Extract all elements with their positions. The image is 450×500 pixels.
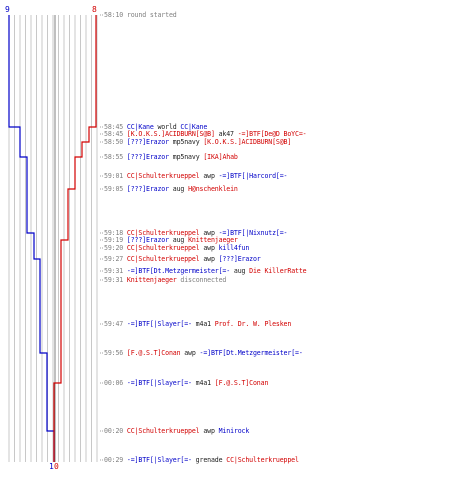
event-player: Minirock [218, 427, 250, 435]
event-row: 58:50 [???]Erazor mp5navy [K.O.K.S.]ACID… [104, 138, 291, 146]
event-note: round started [126, 11, 177, 19]
event-player: CC|Schulterkrueppel [126, 172, 200, 180]
event-row: 59:31 -=]BTF[Dt.Metzgermeister[=- aug Di… [104, 267, 307, 275]
event-player: [???]Erazor [126, 138, 169, 146]
event-player: -=]BTF[|Nixnutz[=- [218, 229, 288, 237]
event-weapon: aug [168, 236, 189, 244]
event-weapon: grenade [191, 456, 227, 464]
event-row: 59:27 CC|Schulterkrueppel awp [???]Erazo… [104, 255, 261, 263]
event-row: 59:18 CC|Schulterkrueppel awp -=]BTF[|Ni… [104, 229, 288, 237]
event-time: 00:29 [104, 456, 127, 464]
event-weapon: aug [168, 185, 189, 193]
event-player: [???]Erazor [218, 255, 261, 263]
event-weapon: mp5navy [168, 153, 204, 161]
event-weapon: awp [199, 244, 219, 252]
red-team-end-score: 0 [54, 462, 59, 471]
event-time: 58:45 [104, 130, 127, 138]
event-weapon: awp [199, 229, 219, 237]
event-player: [K.O.K.S.]ACIDBURN[S@B] [126, 130, 215, 138]
event-time: 59:18 [104, 229, 127, 237]
event-weapon: m4a1 [191, 320, 215, 328]
event-weapon: awp [199, 255, 219, 263]
event-time: 59:01 [104, 172, 127, 180]
event-time: 59:31 [104, 276, 127, 284]
event-row: 59:47 -=]BTF[|Slayer[=- m4a1 Prof. Dr. W… [104, 320, 291, 328]
event-row: 59:01 CC|Schulterkrueppel awp -=]BTF[|Ha… [104, 172, 288, 180]
event-weapon: m4a1 [191, 379, 215, 387]
event-player: [F.@.S.T]Conan [214, 379, 269, 387]
event-player: [F.@.S.T]Conan [126, 349, 181, 357]
event-player: CC|Schulterkrueppel [226, 456, 299, 464]
event-time: 59:27 [104, 255, 127, 263]
event-note: disconnected [176, 276, 227, 284]
event-player: Knittenjaeger [126, 276, 177, 284]
event-player: Knittenjaeger [188, 236, 238, 244]
event-time: 00:06 [104, 379, 127, 387]
event-row: 00:20 CC|Schulterkrueppel awp Minirock [104, 427, 249, 435]
event-time: 58:50 [104, 138, 127, 146]
event-time: 58:10 [104, 11, 127, 19]
event-player: kill4fun [218, 244, 250, 252]
event-time: 59:05 [104, 185, 127, 193]
event-row: 58:10 round started [104, 11, 177, 19]
blue-team-end-score: 1 [49, 462, 54, 471]
event-player: [???]Erazor [126, 236, 169, 244]
event-time: 58:55 [104, 153, 127, 161]
event-row: 00:06 -=]BTF[|Slayer[=- m4a1 [F.@.S.T]Co… [104, 379, 268, 387]
event-weapon: world [153, 123, 181, 131]
event-row: 58:45 CC|Kane world CC|Kane [104, 123, 207, 131]
event-weapon: awp [180, 349, 200, 357]
event-player: -=]BTF[|Slayer[=- [126, 320, 192, 328]
event-weapon: awp [199, 427, 219, 435]
event-player: -=]BTF[Dt.Metzgermeister[=- [199, 349, 303, 357]
event-player: -=]BTF[|Slayer[=- [126, 456, 192, 464]
event-player: [IKA]Ahab [203, 153, 238, 161]
event-player: H@nschenklein [188, 185, 238, 193]
event-player: -=]BTF[|Slayer[=- [126, 379, 192, 387]
blue-team-score-line [8, 15, 55, 462]
event-player: [K.O.K.S.]ACIDBURN[S@B] [203, 138, 292, 146]
event-row: 58:55 [???]Erazor mp5navy [IKA]Ahab [104, 153, 238, 161]
event-player: CC|Schulterkrueppel [126, 427, 200, 435]
event-player: Die KillerRatte [249, 267, 307, 275]
event-time: 59:20 [104, 244, 127, 252]
event-player: CC|Schulterkrueppel [126, 244, 200, 252]
event-row: 59:31 Knittenjaeger disconnected [104, 276, 226, 284]
event-row: 58:45 [K.O.K.S.]ACIDBURN[S@B] ak47 -=]BT… [104, 130, 307, 138]
event-player: CC|Schulterkrueppel [126, 229, 200, 237]
event-time: 00:20 [104, 427, 127, 435]
event-player: CC|Kane [180, 123, 208, 131]
event-weapon: ak47 [214, 130, 238, 138]
event-player: -=]BTF[Dt.Metzgermeister[=- [126, 267, 231, 275]
event-time: 59:31 [104, 267, 127, 275]
event-player: CC|Kane [126, 123, 154, 131]
event-time: 59:19 [104, 236, 127, 244]
red-team-score-line [53, 15, 97, 462]
red-team-start-score: 8 [92, 5, 97, 14]
event-player: -=]BTF[|Harcord[=- [218, 172, 288, 180]
event-time: 59:56 [104, 349, 127, 357]
event-player: [???]Erazor [126, 153, 169, 161]
event-time: 59:47 [104, 320, 127, 328]
blue-team-start-score: 9 [5, 5, 10, 14]
event-weapon: mp5navy [168, 138, 204, 146]
event-row: 00:29 -=]BTF[|Slayer[=- grenade CC|Schul… [104, 456, 299, 464]
event-player: -=]BTF[De@D BoYC=- [237, 130, 307, 138]
event-row: 59:05 [???]Erazor aug H@nschenklein [104, 185, 238, 193]
event-player: [???]Erazor [126, 185, 169, 193]
event-time: 58:45 [104, 123, 127, 131]
event-weapon: awp [199, 172, 219, 180]
event-row: 59:56 [F.@.S.T]Conan awp -=]BTF[Dt.Metzg… [104, 349, 303, 357]
event-row: 59:19 [???]Erazor aug Knittenjaeger [104, 236, 238, 244]
event-weapon: aug [230, 267, 250, 275]
event-row: 59:20 CC|Schulterkrueppel awp kill4fun [104, 244, 249, 252]
event-player: Prof. Dr. W. Plesken [214, 320, 292, 328]
event-player: CC|Schulterkrueppel [126, 255, 200, 263]
